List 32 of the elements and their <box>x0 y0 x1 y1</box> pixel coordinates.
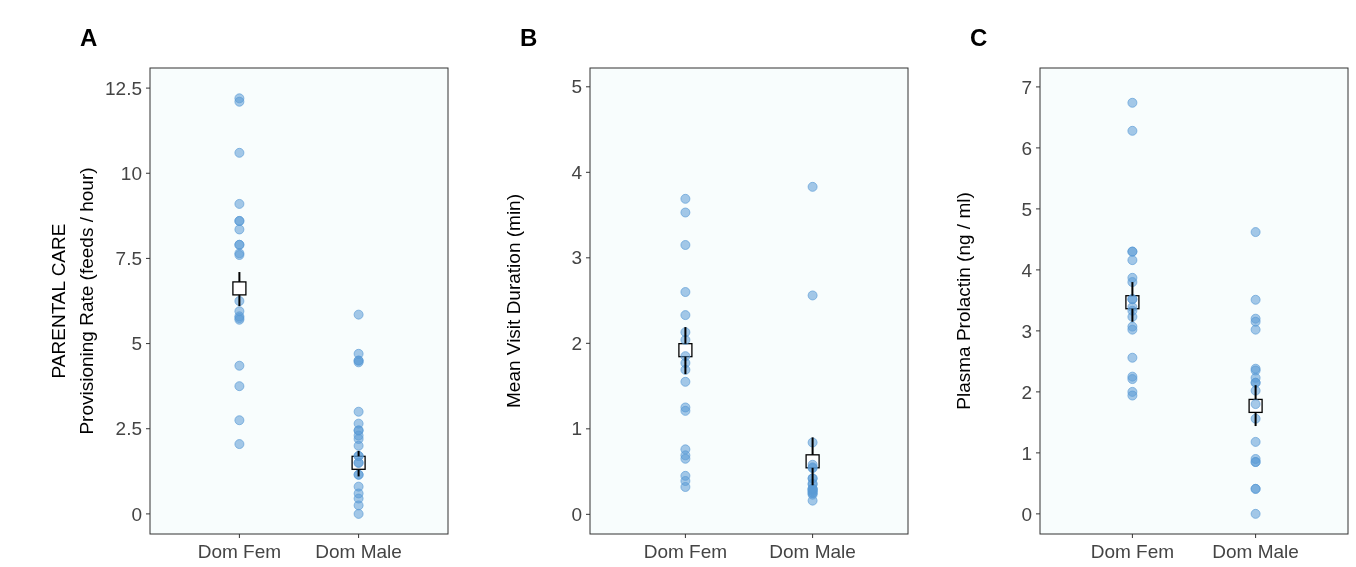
y-tick-label: 2.5 <box>115 418 142 440</box>
x-tick-label: Dom Male <box>1212 541 1299 562</box>
chart-title: C <box>970 24 988 51</box>
y-tick-label: 5 <box>1021 198 1032 220</box>
y-tick-label: 7.5 <box>115 248 142 270</box>
y-axis-title: PARENTAL CARE Provisioning Rate (feeds / hour) <box>48 167 97 435</box>
x-tick-label: Dom Fem <box>643 541 728 562</box>
chart-title: A <box>80 24 98 51</box>
y-tick-label: 6 <box>1021 137 1032 159</box>
y-tick-label: 3 <box>571 247 582 269</box>
y-axis-title: Mean Visit Duration (min) <box>503 193 524 409</box>
y-tick-label: 1 <box>1021 442 1032 464</box>
y-tick-label: 2 <box>1021 381 1032 403</box>
y-tick-label: 0 <box>571 503 582 525</box>
y-tick-label: 7 <box>1021 76 1032 98</box>
y-tick-label: 12.5 <box>105 77 142 99</box>
y-tick-label: 3 <box>1021 320 1032 342</box>
y-axis-title: Plasma Prolactin (ng / ml) <box>953 192 974 410</box>
chart-title: B <box>520 24 538 51</box>
x-tick-label: Dom Fem <box>1090 541 1175 562</box>
y-tick-label: 5 <box>571 76 582 98</box>
y-tick-label: 0 <box>1021 503 1032 525</box>
y-tick-label: 10 <box>120 162 142 184</box>
y-tick-label: 1 <box>571 418 582 440</box>
y-tick-label: 4 <box>571 161 583 183</box>
x-tick-label: Dom Fem <box>197 541 282 562</box>
y-tick-label: 5 <box>131 333 142 355</box>
x-tick-label: Dom Male <box>769 541 856 562</box>
y-tick-label: 2 <box>571 332 582 354</box>
y-tick-label: 4 <box>1021 259 1033 281</box>
x-tick-label: Dom Male <box>315 541 402 562</box>
y-tick-label: 0 <box>131 503 142 525</box>
